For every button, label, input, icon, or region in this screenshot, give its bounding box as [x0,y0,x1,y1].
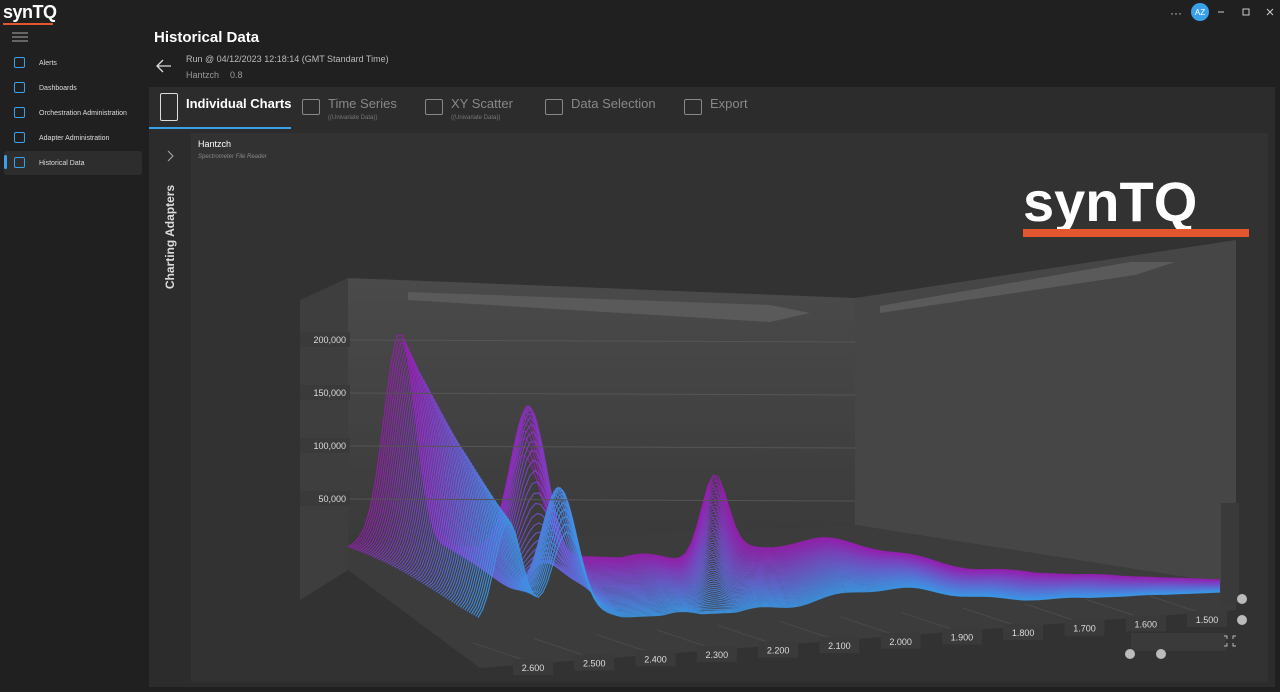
slider-handle[interactable] [1237,615,1247,625]
tab-icon [160,93,178,121]
slider-handle[interactable] [1237,594,1247,604]
active-indicator [4,155,7,169]
nav-item[interactable]: Adapter Administration [39,134,110,142]
tab-icon [684,99,702,115]
y-tick-label: 100,000 [313,441,346,451]
x-tick-label: 2.600 [522,663,545,673]
back-button[interactable] [156,59,172,73]
tick-label-box [300,385,350,400]
grid-line [347,392,856,396]
y-tick-label: 150,000 [313,388,346,398]
chart-logo: synTQ [1023,170,1197,233]
tab[interactable]: XY Scatter ((Univariate Data)) [423,90,548,128]
slider-handle[interactable] [1156,649,1166,659]
nav-item[interactable]: Historical Data [4,151,142,175]
y-tick-label: 200,000 [313,335,346,345]
axes: 50,000 100,000 150,000 200,000 2.600 2.500 2.4… [300,332,1227,675]
adapter-version: 0.8 [230,70,243,80]
tab[interactable]: Time Series ((Univariate Data)) [300,90,425,128]
nav-icon [14,157,25,168]
tab-icon [425,99,443,115]
tick-label-box [1064,619,1105,636]
x-tick-label: 2.300 [706,650,729,660]
logo-underline [1023,229,1249,237]
grid-line [347,498,856,502]
tab-sublabel: ((Univariate Data)) [328,115,378,121]
tab[interactable]: Export [682,90,807,128]
x-tick-label: 1.700 [1073,624,1096,634]
expand-panel-button[interactable] [166,150,176,162]
tick-label-box [819,637,860,654]
tab-sublabel: ((Univariate Data)) [451,115,501,121]
tick-label-box [941,628,982,645]
tab-icon [302,99,320,115]
grid-line [347,445,856,449]
tab-label: Time Series [328,96,397,111]
nav-item[interactable]: Alerts [39,59,57,67]
tick-label-box [300,332,350,347]
slider-handle[interactable] [1125,649,1135,659]
x-tick-label: 1.900 [951,632,974,642]
axis-arrow [880,262,1175,313]
nav-icon [14,107,25,118]
tick-label-box [1187,611,1227,627]
tab-icon [545,99,563,115]
surface-plot [347,334,1221,618]
zoom-slider[interactable] [1131,633,1226,651]
axis-arrow [408,292,810,322]
tick-label-box [300,491,350,506]
grid-line [347,339,856,343]
x-tick-label: 2.400 [644,654,667,664]
tick-label-box [574,654,615,671]
y-tick-label: 50,000 [318,494,346,504]
tab[interactable]: Data Selection [543,90,668,128]
adapter-name: Hantzch [186,70,220,80]
menu-button[interactable] [12,32,28,42]
nav-icon [14,57,25,68]
x-tick-label: 2.500 [583,659,606,669]
active-tab-indicator [149,127,291,129]
page-title: Historical Data [154,29,260,46]
nav-icon [14,132,25,143]
tab[interactable]: Individual Charts [158,90,291,128]
surface-trace [477,521,1221,618]
nav-item[interactable]: Dashboards [39,84,77,92]
tick-label-box [696,645,737,662]
app-logo: synTQ [3,2,57,22]
fullscreen-button[interactable] [1224,635,1236,647]
nav-icon [14,82,25,93]
x-tick-label: 2.200 [767,646,790,656]
run-info: Run @ 04/12/2023 12:18:14 (GMT Standard … [186,54,389,64]
side-panel-label: Charting Adapters [163,184,177,290]
zoom-slider[interactable] [1221,503,1239,603]
tick-label-box [1125,615,1166,632]
x-tick-label: 2.100 [828,641,851,651]
tick-label-box [1003,624,1044,641]
x-tick-label: 2.000 [889,637,912,647]
chart-subtitle: Spectrometer File Reader [198,154,268,160]
tab-label: Export [710,96,748,111]
chart-area: 50,000 100,000 150,000 200,000 2.600 2.500 2.4… [191,133,1268,682]
tick-label-box [635,650,676,667]
tick-label-box [300,438,350,453]
x-tick-label: 1.600 [1134,619,1157,629]
tick-label-box [880,632,921,649]
x-tick-label: 1.800 [1012,628,1035,638]
right-wall [855,240,1236,585]
chart-title: Hantzch [198,139,231,149]
tick-label-box [758,641,799,658]
tick-label-box [513,659,553,675]
logo-underline [3,23,53,25]
nav-item[interactable]: Orchestration Administration [39,109,127,117]
tab-label: XY Scatter [451,96,513,111]
more-button[interactable]: ··· [1170,6,1182,20]
tab-label: Data Selection [571,96,656,111]
tab-label: Individual Charts [186,96,292,111]
user-avatar[interactable]: AZ [1191,3,1209,21]
window-controls[interactable] [1215,5,1275,19]
x-tick-label: 1.500 [1196,615,1219,625]
